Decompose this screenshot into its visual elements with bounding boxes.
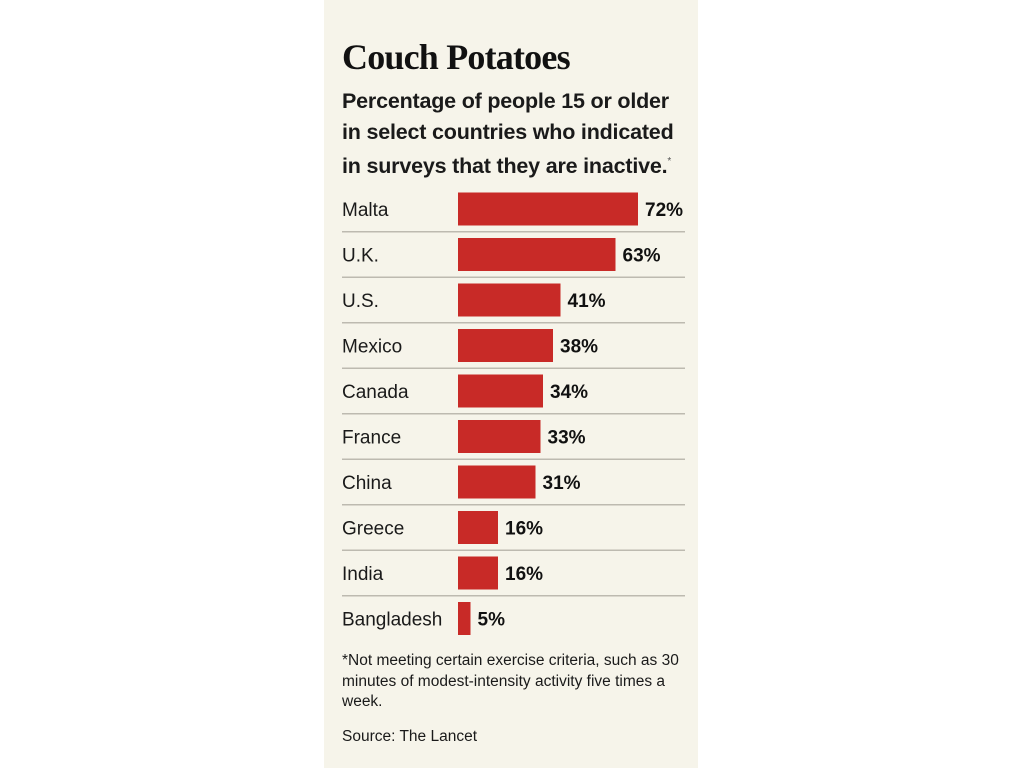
value-label: 34% (550, 382, 588, 403)
bar (458, 192, 638, 226)
bar (458, 556, 498, 590)
bar (458, 420, 541, 453)
category-label: China (342, 473, 392, 494)
chart-panel: Couch Potatoes Percentage of people 15 o… (324, 0, 698, 768)
category-label: Malta (342, 200, 389, 221)
chart-subtitle: Percentage of people 15 or older in sele… (342, 86, 692, 182)
bar (458, 511, 498, 544)
chart-title: Couch Potatoes (342, 37, 571, 77)
value-label: 16% (505, 519, 543, 540)
value-label: 31% (543, 473, 581, 494)
value-label: 72% (645, 200, 683, 221)
bar (458, 238, 616, 271)
chart-source: Source: The Lancet (342, 728, 477, 745)
bar (458, 602, 471, 635)
value-label: 33% (548, 428, 586, 449)
chart-rows: Malta 72% U.K. 63% U.S. 41% Mexico 38% Canada 34%… (342, 192, 685, 635)
category-label: Mexico (342, 337, 402, 358)
bar-chart: Malta 72% U.K. 63% U.S. 41% Mexico 38% Canada 34%… (342, 192, 685, 635)
value-label: 63% (623, 246, 661, 267)
value-label: 5% (478, 610, 506, 631)
subtitle-footnote-marker: * (667, 156, 672, 167)
bar (458, 329, 553, 362)
bar (458, 465, 536, 499)
category-label: U.K. (342, 246, 379, 267)
bar (458, 283, 561, 317)
category-label: Canada (342, 382, 409, 403)
subtitle-text: Percentage of people 15 or older in sele… (342, 89, 674, 178)
category-label: France (342, 428, 401, 449)
chart-footnote: *Not meeting certain exercise criteria, … (342, 652, 679, 710)
category-label: Greece (342, 519, 404, 540)
value-label: 38% (560, 337, 598, 358)
category-label: U.S. (342, 291, 379, 312)
category-label: Bangladesh (342, 610, 442, 631)
category-label: India (342, 564, 384, 585)
value-label: 41% (568, 291, 606, 312)
bar (458, 374, 543, 408)
value-label: 16% (505, 564, 543, 585)
